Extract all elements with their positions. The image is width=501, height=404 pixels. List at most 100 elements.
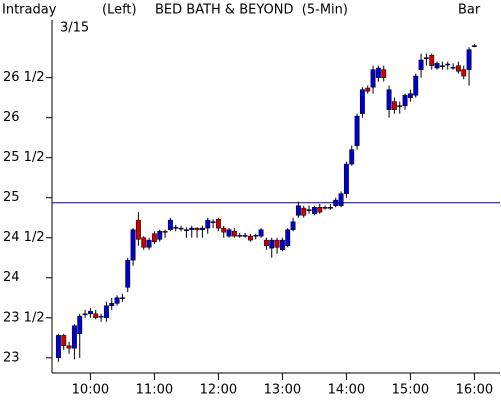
candle-body [258, 229, 264, 237]
candle-body [397, 105, 403, 107]
candle-body [402, 94, 408, 106]
candle-body [434, 62, 440, 69]
candle-body [125, 259, 131, 288]
candle-body [109, 303, 115, 307]
candle-body [93, 313, 99, 319]
candle-body [151, 233, 157, 242]
candle-body [237, 235, 243, 237]
candle-body [173, 227, 179, 229]
y-tick-label: 25 1/2 [3, 150, 45, 165]
candle-body [301, 207, 307, 216]
candle-body [205, 219, 211, 229]
candle-body [306, 209, 312, 211]
candle-body [375, 67, 381, 78]
candle-body [157, 231, 163, 240]
candle-body [98, 315, 104, 318]
candle-body [317, 207, 323, 213]
candle-body [167, 219, 173, 230]
y-tick-label: 25 [3, 190, 20, 205]
candle-body [247, 235, 253, 241]
style-label: Bar [458, 3, 481, 18]
candle-body [445, 63, 451, 66]
candle-body [215, 219, 221, 229]
candle-body [381, 69, 387, 78]
candle-body [311, 207, 317, 214]
candle-body [61, 335, 67, 347]
x-tick-label: 15:00 [392, 383, 429, 398]
axis-side-label: (Left) [102, 3, 137, 18]
candle-body [343, 163, 349, 194]
candle-body [466, 49, 472, 70]
candle-body [82, 313, 88, 316]
candle-body [162, 231, 168, 233]
candle-body [66, 345, 72, 349]
y-tick-label: 26 1/2 [3, 70, 45, 85]
candle-body [221, 227, 227, 233]
candle-body [295, 205, 301, 216]
candle-body [365, 87, 371, 92]
candle-body [77, 315, 83, 335]
candle-body [418, 59, 424, 70]
candle-body [189, 227, 195, 230]
candle-body [274, 239, 280, 248]
y-tick-label: 23 [3, 350, 20, 365]
candle-body [194, 227, 200, 230]
y-tick-label: 24 [3, 270, 20, 285]
candle-body [322, 207, 328, 209]
x-tick-label: 10:00 [72, 383, 109, 398]
candle-body [263, 239, 269, 246]
date-label: 3/15 [60, 21, 89, 36]
candle-body [354, 115, 360, 146]
x-tick-label: 11:00 [136, 383, 173, 398]
candle-body [429, 54, 435, 66]
candle-body [461, 69, 467, 77]
candle-body [423, 57, 429, 59]
period-label: Intraday [2, 3, 57, 18]
candle-body [279, 239, 285, 250]
y-tick-label: 26 [3, 110, 20, 125]
x-tick-label: 12:00 [200, 383, 237, 398]
candle-body [471, 45, 477, 47]
candle-body [333, 199, 339, 206]
candle-body [269, 239, 275, 249]
candle-body [349, 149, 355, 165]
candle-body [146, 239, 152, 248]
candle-body [130, 229, 136, 261]
y-tick-label: 24 1/2 [3, 230, 45, 245]
candle-body [359, 89, 365, 114]
chart-title: BED BATH & BEYOND (5-Min) [155, 3, 348, 18]
x-tick-label: 14:00 [328, 383, 365, 398]
y-tick-label: 23 1/2 [3, 310, 45, 325]
candle-body [114, 297, 120, 304]
candle-body [141, 237, 147, 248]
candle-body [290, 221, 296, 230]
candle-body [439, 65, 445, 67]
candle-body [450, 66, 456, 69]
candle-body [327, 207, 333, 209]
candle-body [386, 89, 392, 110]
candle-body [226, 229, 232, 237]
candle-body [231, 231, 237, 237]
candle-body [455, 65, 461, 72]
candle-body [178, 227, 184, 230]
candle-body [87, 311, 93, 315]
candle-body [391, 101, 397, 110]
x-tick-label: 16:00 [456, 383, 493, 398]
candle-body [253, 235, 259, 237]
candle-body [71, 325, 77, 349]
candle-body [210, 221, 216, 223]
candle-body [55, 335, 61, 359]
candle-body [199, 227, 205, 230]
candle-body [242, 235, 248, 237]
candle-body [407, 93, 413, 98]
candle-body [119, 297, 125, 300]
candle-body [135, 219, 141, 240]
candle-body [183, 229, 189, 231]
candle-body [338, 193, 344, 206]
x-tick-label: 13:00 [264, 383, 301, 398]
candle-body [103, 305, 109, 319]
candle-body [285, 229, 291, 246]
candle-body [413, 75, 419, 96]
